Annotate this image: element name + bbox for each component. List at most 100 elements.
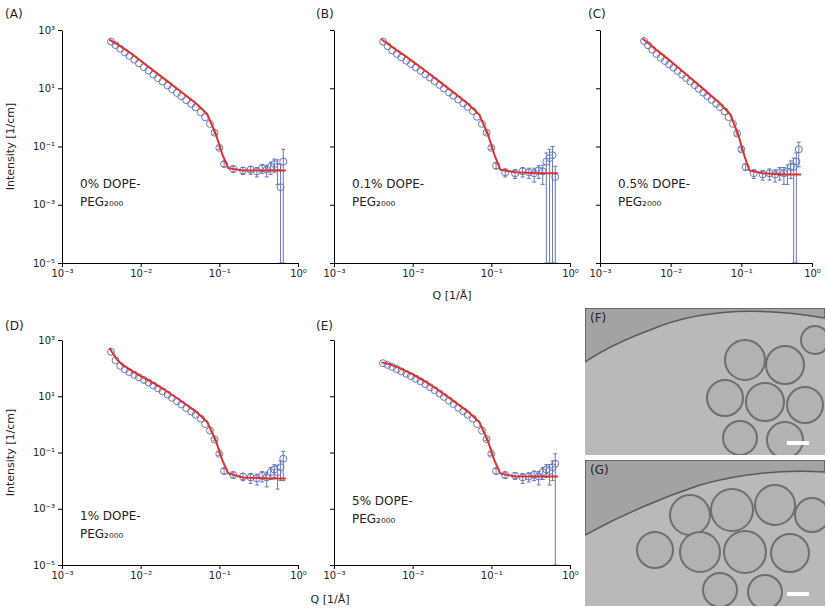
tick-label: 10⁻¹ xyxy=(481,570,503,581)
data-point xyxy=(552,460,559,467)
tick-mark xyxy=(334,263,335,267)
vesicle xyxy=(767,422,803,455)
y-tick: 10³ xyxy=(38,335,62,346)
error-bars xyxy=(485,438,558,565)
y-tick: 10⁻⁵ xyxy=(33,560,62,571)
tick-label: 10⁻² xyxy=(402,268,424,279)
markers xyxy=(108,38,287,191)
tick-label: 10⁻¹ xyxy=(209,570,231,581)
x-tick: 10⁻³ xyxy=(323,565,345,581)
tick-label: 10⁰ xyxy=(804,268,821,279)
tick-label: 10⁻⁵ xyxy=(33,258,55,269)
tick-label: 10⁰ xyxy=(290,570,307,581)
error-bar xyxy=(761,170,765,180)
tick-mark xyxy=(62,263,63,267)
x-axis-title: Q [1/Å] xyxy=(433,289,472,302)
fit-line xyxy=(381,39,557,173)
error-bar xyxy=(521,473,525,483)
vesicle xyxy=(787,387,823,423)
y-tick xyxy=(596,30,600,31)
y-tick: 10⁻¹ xyxy=(33,447,62,458)
x-tick: 10⁰ xyxy=(290,565,307,581)
x-axis: 10⁻³10⁻²10⁻¹10⁰ xyxy=(323,263,578,279)
data-point xyxy=(549,152,556,159)
vesicle xyxy=(703,573,737,606)
y-tick xyxy=(330,453,334,454)
tick-mark xyxy=(330,565,334,566)
panel-label: (A) xyxy=(5,7,23,21)
x-axis-line xyxy=(335,565,571,566)
tick-mark xyxy=(330,205,334,206)
vesicle xyxy=(724,531,766,573)
vesicle xyxy=(795,498,825,532)
y-axis-title: Intensity [1/cm] xyxy=(4,103,17,190)
tick-mark xyxy=(298,565,299,569)
tick-mark xyxy=(596,263,600,264)
y-tick xyxy=(596,263,600,264)
x-tick: 10⁰ xyxy=(804,263,821,279)
panel: 10⁻³10⁻²10⁻¹10⁰(C)0.5% DOPE-PEG₂₀₀₀ xyxy=(588,7,821,279)
vesicle xyxy=(637,532,673,568)
error-bars xyxy=(735,132,801,263)
tick-mark xyxy=(741,263,742,267)
tick-label: 10⁻² xyxy=(402,570,424,581)
tick-label: 10⁻³ xyxy=(323,570,345,581)
data-point xyxy=(793,158,800,165)
tick-label: 10⁻³ xyxy=(33,199,55,210)
tick-mark xyxy=(671,263,672,267)
panel: 10⁻³10⁻²10⁻¹10⁰10⁻⁵10⁻³10⁻¹10¹10³(D)1% D… xyxy=(4,319,349,606)
tick-mark xyxy=(58,205,62,206)
x-tick: 10⁻¹ xyxy=(481,565,503,581)
panel-label: (D) xyxy=(5,319,24,333)
x-tick: 10⁻² xyxy=(660,263,682,279)
tick-mark xyxy=(58,30,62,31)
vesicle xyxy=(670,495,710,535)
panel-label: (F) xyxy=(590,311,606,325)
tick-label: 10⁻³ xyxy=(33,503,55,514)
data-point xyxy=(552,173,559,180)
data-point xyxy=(795,146,802,153)
y-tick xyxy=(330,205,334,206)
y-tick xyxy=(330,509,334,510)
plot-area xyxy=(380,360,559,565)
figure: 10⁻³10⁻²10⁻¹10⁰10⁻⁵10⁻³10⁻¹10¹10³(A)0% D… xyxy=(0,0,827,610)
vesicle xyxy=(755,485,795,525)
error-bar xyxy=(279,165,283,263)
tick-label: 10⁰ xyxy=(290,268,307,279)
tick-mark xyxy=(58,509,62,510)
vesicle xyxy=(707,380,743,416)
y-axis xyxy=(596,31,601,264)
fit-line xyxy=(109,348,285,478)
tick-mark xyxy=(141,263,142,267)
y-tick xyxy=(330,396,334,397)
scale-bar xyxy=(787,592,809,596)
tick-mark xyxy=(58,453,62,454)
tick-mark xyxy=(219,565,220,569)
y-tick xyxy=(596,205,600,206)
tick-mark xyxy=(330,147,334,148)
y-tick xyxy=(330,263,334,264)
y-axis-title: Intensity [1/cm] xyxy=(4,409,17,496)
x-axis: 10⁻³ 10⁻² 10⁻¹ 10⁰ xyxy=(323,565,578,581)
x-tick: 10⁰ xyxy=(562,565,579,581)
tick-label: 10¹ xyxy=(38,83,55,94)
x-tick: 10⁻² xyxy=(130,263,152,279)
data-point xyxy=(280,455,287,462)
tick-mark xyxy=(600,263,601,267)
tick-label: 10⁻¹ xyxy=(731,268,753,279)
markers xyxy=(380,360,559,481)
tick-label: 10⁻¹ xyxy=(33,447,55,458)
y-tick: 10⁻¹ xyxy=(33,141,62,152)
tick-label: 10⁻² xyxy=(130,268,152,279)
tick-mark xyxy=(62,565,63,569)
x-axis-line xyxy=(63,263,299,264)
data-point xyxy=(277,184,284,191)
markers xyxy=(108,348,287,482)
x-tick: 10⁻¹ xyxy=(481,263,503,279)
vesicle xyxy=(725,340,765,380)
fit-line xyxy=(643,39,802,175)
tick-mark xyxy=(413,565,414,569)
tick-mark xyxy=(334,565,335,569)
y-tick xyxy=(596,147,600,148)
tick-mark xyxy=(330,396,334,397)
